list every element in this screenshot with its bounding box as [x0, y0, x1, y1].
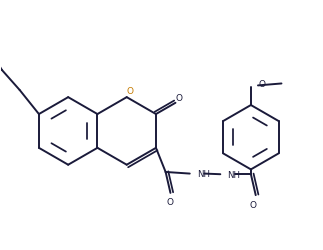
Text: O: O — [249, 200, 256, 209]
Text: NH: NH — [197, 170, 210, 178]
Text: NH: NH — [227, 170, 240, 179]
Text: O: O — [176, 94, 183, 103]
Text: O: O — [167, 198, 174, 206]
Text: O: O — [259, 80, 266, 88]
Text: O: O — [126, 86, 133, 95]
